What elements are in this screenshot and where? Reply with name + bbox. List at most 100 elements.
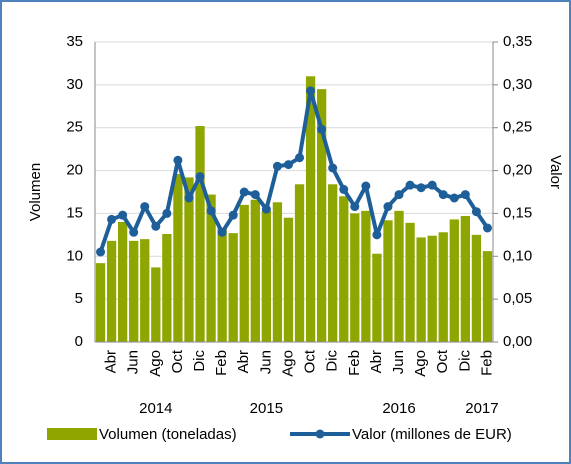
bar <box>228 233 238 342</box>
line-marker <box>250 190 260 200</box>
x-tick-label: Jun <box>257 350 274 374</box>
line-marker <box>438 190 448 200</box>
y2-tick-label: 0,00 <box>503 333 532 350</box>
line-marker <box>118 210 128 220</box>
bar <box>195 126 205 342</box>
bar <box>184 177 194 342</box>
x-tick-label: Abr <box>235 350 252 373</box>
line-marker <box>96 247 106 257</box>
x-tick-label: Dic <box>191 350 208 372</box>
legend-swatch <box>47 428 97 440</box>
line-marker <box>129 227 139 237</box>
x-tick-label: Oct <box>302 349 319 373</box>
bar <box>117 222 128 342</box>
bar <box>206 194 216 342</box>
x-tick-label: Ago <box>412 350 429 377</box>
bar <box>316 89 327 343</box>
y2-axis-label: Valor <box>547 155 564 189</box>
y2-tick-label: 0,30 <box>503 76 532 93</box>
bar <box>283 217 294 342</box>
bar <box>294 184 305 342</box>
y2-tick-label: 0,35 <box>503 33 532 50</box>
line-marker <box>195 172 205 182</box>
line-marker <box>295 153 305 163</box>
bar <box>173 174 183 342</box>
line-marker <box>162 208 172 218</box>
line-marker <box>283 160 293 170</box>
y-tick-label: 5 <box>75 290 83 307</box>
line-marker <box>416 183 426 193</box>
line-marker <box>328 163 338 173</box>
y-axis-label: Volumen <box>27 163 44 221</box>
bar <box>250 199 260 342</box>
line-marker <box>350 202 360 212</box>
line-marker <box>339 184 349 194</box>
year-label: 2017 <box>465 400 498 417</box>
x-tick-label: Dic <box>456 350 473 372</box>
bar <box>140 239 150 342</box>
bar <box>217 228 227 342</box>
x-tick-label: Feb <box>478 350 495 376</box>
line-marker <box>261 204 271 214</box>
x-tick-label: Abr <box>103 350 120 373</box>
bar <box>482 251 493 342</box>
bar <box>394 210 404 342</box>
year-label: 2016 <box>382 400 415 417</box>
legend-label: Valor (millones de EUR) <box>352 426 512 443</box>
bar <box>95 263 106 342</box>
legend-label: Volumen (toneladas) <box>99 426 237 443</box>
bar <box>460 216 471 342</box>
line-marker <box>217 227 227 237</box>
line-marker <box>151 221 161 231</box>
bar <box>162 234 172 342</box>
bar <box>106 240 117 342</box>
x-tick-label: Jun <box>390 350 407 374</box>
x-tick-label: Oct <box>434 349 451 373</box>
line-marker <box>306 86 316 96</box>
bar <box>427 235 437 342</box>
y2-tick-label: 0,05 <box>503 290 532 307</box>
bar <box>151 267 161 342</box>
y-tick-label: 10 <box>66 247 83 264</box>
bar <box>339 196 349 342</box>
x-tick-label: Jun <box>125 350 142 374</box>
bar <box>416 237 426 342</box>
y2-tick-label: 0,15 <box>503 204 532 221</box>
y2-tick-label: 0,20 <box>503 162 532 179</box>
line-marker <box>107 214 117 224</box>
year-label: 2015 <box>250 400 283 417</box>
bar <box>261 210 272 342</box>
x-tick-label: Ago <box>147 350 164 377</box>
line-marker <box>173 155 183 165</box>
bar <box>328 184 338 342</box>
x-tick-label: Feb <box>346 350 363 376</box>
bar <box>129 240 139 342</box>
y2-tick-label: 0,25 <box>503 119 532 136</box>
line-marker <box>361 181 371 191</box>
line-marker <box>228 210 238 220</box>
legend-swatch <box>315 429 325 439</box>
bar <box>438 232 448 342</box>
line-marker <box>405 180 415 190</box>
x-tick-label: Feb <box>213 350 230 376</box>
line-marker <box>372 230 382 240</box>
x-tick-label: Oct <box>169 349 186 373</box>
line-marker <box>383 202 393 212</box>
line-marker <box>449 193 459 203</box>
line-marker <box>239 187 249 197</box>
y-tick-label: 35 <box>66 33 83 50</box>
line-marker <box>460 190 470 200</box>
x-tick-label: Ago <box>279 350 296 377</box>
y-tick-label: 0 <box>75 333 83 350</box>
line-marker <box>272 161 282 171</box>
line-marker <box>482 223 492 233</box>
bar <box>449 219 459 342</box>
y-tick-label: 30 <box>66 76 83 93</box>
y2-tick-label: 0,10 <box>503 247 532 264</box>
x-tick-label: Dic <box>324 350 341 372</box>
bar <box>272 202 283 342</box>
y-tick-label: 15 <box>66 204 83 221</box>
line-marker <box>317 124 327 134</box>
line-marker <box>206 206 216 216</box>
